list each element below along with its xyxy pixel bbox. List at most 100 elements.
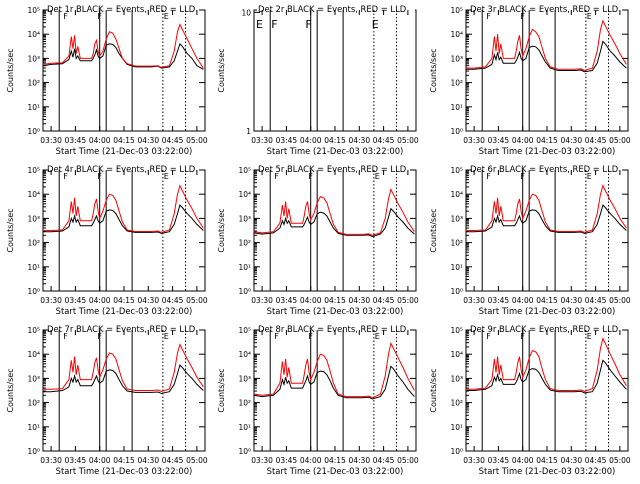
panel-2-interval-label-big-0: F: [271, 18, 277, 31]
panel-8-xtick-label-1: 03:45: [276, 456, 298, 465]
panel-1-series-events: [42, 42, 204, 70]
panel-4-ytick-label-3: 10³: [27, 214, 40, 223]
panel-9-ytick-label-0: 10⁰: [450, 447, 463, 456]
panel-3-title: Det 3r BLACK = Events, RED = LLD: [470, 4, 618, 14]
panel-3-frame: [465, 9, 629, 132]
panel-4-xtick-label-1: 03:45: [65, 296, 87, 305]
panel-1-xtick-label-4: 04:30: [137, 136, 159, 145]
panel-3-ytick-label-3: 10³: [450, 54, 463, 63]
panel-7-xtick-label-1: 03:45: [65, 456, 87, 465]
panel-7-frame: [42, 329, 206, 452]
panel-3-series-events: [466, 40, 627, 73]
panel-6-interval-label-2: E: [587, 172, 592, 181]
panel-9-interval-label-0: F: [486, 332, 491, 341]
panel-6-title-backdrop: [469, 164, 627, 174]
panel-4-ylabel: Counts/sec: [6, 208, 15, 252]
panel-3-xlabel: Start Time (21-Dec-03 03:22:00): [479, 146, 616, 156]
panel-7-xtick-label-3: 04:15: [113, 456, 135, 465]
panel-9-xtick-label-1: 03:45: [488, 456, 510, 465]
panel-6-xtick-label-4: 04:30: [560, 296, 582, 305]
panel-9-xtick-label-4: 04:30: [560, 456, 582, 465]
panel-4-series-events: [43, 204, 204, 234]
panel-9-frame: [465, 329, 629, 452]
panel-4-xtick-label-2: 04:00: [89, 296, 111, 305]
panel-7-xtick-label-6: 05:00: [186, 456, 208, 465]
panel-7-ylabel: Counts/sec: [6, 368, 15, 412]
panel-4-ytick-label-1: 10¹: [27, 263, 40, 272]
panel-1-ytick-label-5: 10⁵: [27, 6, 40, 15]
panel-2-interval-label-big-2: E: [372, 18, 379, 31]
panel-8-xtick-label-2: 04:00: [300, 456, 322, 465]
panel-3-xtick-label-0: 03:30: [463, 136, 485, 145]
panel-5-ytick-label-2: 10²: [238, 239, 251, 248]
panel-5-ytick-label-5: 10⁵: [238, 166, 251, 175]
panel-5-series-events: [253, 207, 415, 238]
panel-2-xtick-label-0: 03:30: [251, 136, 273, 145]
panel-5-xtick-label-2: 04:00: [300, 296, 322, 305]
panel-8-ytick-label-0: 10⁰: [238, 447, 251, 456]
panel-3-interval-label-1: F: [520, 12, 525, 21]
panel-8-title: Det 8r BLACK = Events, RED = LLD: [258, 324, 406, 334]
panel-3-series-lld: [466, 19, 627, 72]
panel-1-interval-label-2: E: [164, 12, 169, 21]
panel-7-interval-label-1: F: [97, 332, 102, 341]
panel-5-series-lld: [253, 187, 415, 236]
panel-4-ytick-label-0: 10⁰: [27, 287, 40, 296]
panel-1-xtick-label-3: 04:15: [113, 136, 135, 145]
panel-8-series-events: [253, 365, 415, 400]
panel-1-interval-label-0: F: [63, 12, 68, 21]
panel-9-title-backdrop: [469, 324, 627, 334]
panel-4-xtick-label-4: 04:30: [137, 296, 159, 305]
panel-1-series-lld: [42, 23, 204, 69]
panel-8-ytick-label-4: 10⁴: [238, 350, 251, 359]
panel-5-xtick-label-6: 05:00: [397, 296, 419, 305]
panel-4-ytick-label-2: 10²: [27, 239, 40, 248]
panel-9-xtick-label-6: 05:00: [609, 456, 631, 465]
panel-2-ylabel: Counts/sec: [217, 48, 226, 92]
panel-9-ytick-label-4: 10⁴: [450, 350, 463, 359]
panel-4-title-backdrop: [46, 164, 204, 174]
panel-1-interval-label-1: F: [97, 12, 102, 21]
panel-6-ytick-label-1: 10¹: [450, 263, 463, 272]
panel-4-xtick-label-3: 04:15: [113, 296, 135, 305]
panel-6-xlabel: Start Time (21-Dec-03 03:22:00): [479, 306, 616, 316]
panel-3-ytick-label-1: 10¹: [450, 103, 463, 112]
panel-2-xtick-label-6: 05:00: [397, 136, 419, 145]
panel-1-ytick-label-2: 10²: [27, 79, 40, 88]
panel-7-ytick-label-3: 10³: [27, 374, 40, 383]
panel-2-ytick-label-1: 10: [241, 8, 251, 17]
panel-8-xtick-label-0: 03:30: [251, 456, 273, 465]
panel-5-interval-label-0: F: [274, 172, 279, 181]
panel-8-ytick-label-5: 10⁵: [238, 326, 251, 335]
panel-1-ylabel: Counts/sec: [6, 48, 15, 92]
panel-6-title: Det 6r BLACK = Events, RED = LLD: [470, 164, 618, 174]
panel-9-xtick-label-0: 03:30: [463, 456, 485, 465]
panel-7-interval-label-2: E: [164, 332, 169, 341]
panel-2-xtick-label-4: 04:30: [348, 136, 370, 145]
panel-4-interval-label-1: F: [97, 172, 102, 181]
panel-8-ytick-label-2: 10²: [238, 399, 251, 408]
panel-3-ylabel: Counts/sec: [429, 48, 438, 92]
panel-9-xtick-label-5: 04:45: [585, 456, 607, 465]
panel-9-interval-label-2: E: [587, 332, 592, 341]
panel-6-interval-label-1: F: [520, 172, 525, 181]
panel-5-xlabel: Start Time (21-Dec-03 03:22:00): [267, 306, 404, 316]
panel-4-series-lld: [43, 184, 204, 233]
panel-1-xtick-label-1: 03:45: [65, 136, 87, 145]
panel-6-ytick-label-0: 10⁰: [450, 287, 463, 296]
panel-3-xtick-label-3: 04:15: [536, 136, 558, 145]
panel-8-ylabel: Counts/sec: [217, 368, 226, 412]
panel-5-xtick-label-3: 04:15: [324, 296, 346, 305]
panel-5-title: Det 5r BLACK = Events, RED = LLD: [258, 164, 406, 174]
panel-7-xlabel: Start Time (21-Dec-03 03:22:00): [56, 466, 193, 476]
panel-9-ytick-label-5: 10⁵: [450, 326, 463, 335]
panel-7-ytick-label-1: 10¹: [27, 423, 40, 432]
panel-9-ytick-label-1: 10¹: [450, 423, 463, 432]
panel-1-title-backdrop: [46, 4, 204, 14]
panel-4-title: Det 4r BLACK = Events, RED = LLD: [47, 164, 195, 174]
panel-5-ylabel: Counts/sec: [217, 208, 226, 252]
panel-9-xtick-label-3: 04:15: [536, 456, 558, 465]
panel-3-title-backdrop: [469, 4, 627, 14]
panel-6-ytick-label-5: 10⁵: [450, 166, 463, 175]
